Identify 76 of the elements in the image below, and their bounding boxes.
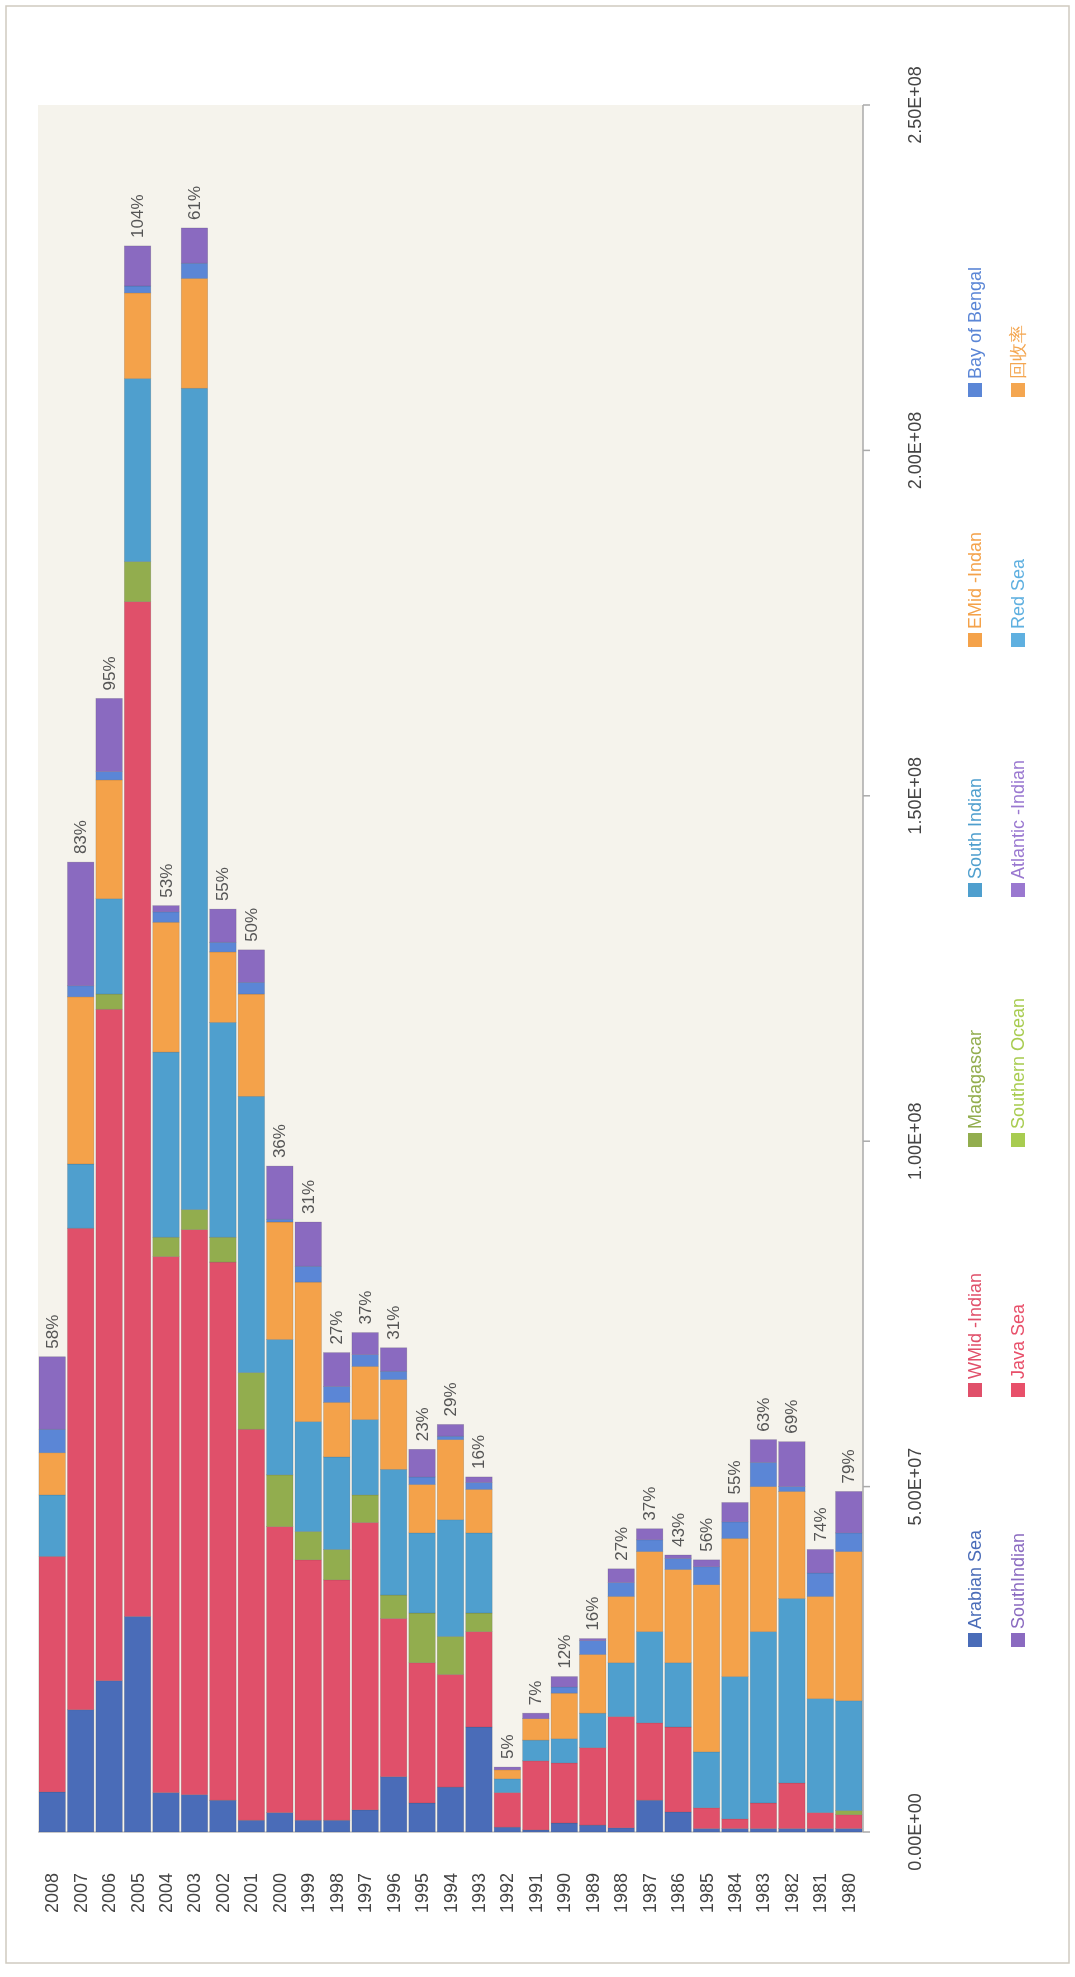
annotation: 61% <box>184 185 204 220</box>
x-tick-label: 1996 <box>383 1872 404 1914</box>
y-tick-label: 2.00E+08 <box>905 411 925 490</box>
annotation: 5% <box>497 1734 517 1760</box>
annotation: 12% <box>554 1634 574 1669</box>
x-tick-label: 1999 <box>298 1872 319 1914</box>
y-tick-label: 1.50E+08 <box>905 757 925 835</box>
x-tick-label: 1992 <box>497 1872 518 1914</box>
annotation: 83% <box>71 820 91 855</box>
y-tick-label: 5.00E+07 <box>905 1447 925 1526</box>
text: SouthIndian <box>1008 1532 1028 1629</box>
annotation: 69% <box>782 1399 802 1434</box>
x-tick-label: 2005 <box>127 1872 148 1914</box>
x-tick-label: 1987 <box>639 1872 660 1914</box>
annotation: 29% <box>441 1382 460 1417</box>
annotation: 37% <box>640 1486 660 1521</box>
annotation: 56% <box>697 1517 717 1552</box>
legend-label: Southern Ocean <box>1008 997 1028 1129</box>
x-tick-label: 1989 <box>582 1872 603 1914</box>
annotation: 27% <box>611 1526 631 1561</box>
x-tick-label: 1982 <box>781 1872 802 1914</box>
x-tick-label: 1985 <box>696 1872 717 1914</box>
annotation: 79% <box>839 1449 859 1484</box>
annotation: 53% <box>156 863 176 898</box>
x-tick-label: 2000 <box>269 1872 290 1914</box>
annotation: 23% <box>412 1407 432 1442</box>
x-tick-label: 1998 <box>326 1872 347 1914</box>
annotation: 31% <box>298 1179 318 1215</box>
text: EMid -Indan <box>965 531 985 629</box>
text: WMid -Indian <box>965 1272 985 1379</box>
annotation: 31% <box>384 1305 404 1340</box>
annotation: 43% <box>668 1512 688 1547</box>
annotation: 58% <box>42 1314 62 1349</box>
annotation: 74% <box>810 1507 830 1542</box>
x-tick-label: 2004 <box>156 1872 177 1914</box>
text: South Indian <box>965 777 985 879</box>
x-tick-label: 1991 <box>525 1872 546 1914</box>
x-tick-label: 1997 <box>355 1872 376 1914</box>
annotation: 63% <box>753 1397 773 1432</box>
annotation: 36% <box>270 1124 290 1159</box>
annotation: 95% <box>99 656 119 691</box>
annotation: 7% <box>526 1680 546 1706</box>
x-tick-label: 1984 <box>724 1872 745 1914</box>
x-tick-label: 2002 <box>212 1872 233 1914</box>
x-tick-label: 1981 <box>810 1872 831 1914</box>
y-tick-label: 1.00E+08 <box>905 1102 925 1180</box>
x-tick-label: 2008 <box>42 1872 63 1914</box>
text: Bay of Bengal <box>965 266 985 379</box>
x-tick-label: 1993 <box>468 1872 489 1914</box>
legend-label: Atlantic -Indian <box>1008 759 1028 879</box>
x-tick-label: 1983 <box>753 1872 774 1914</box>
annotation: 16% <box>469 1434 489 1469</box>
annotation: 55% <box>213 867 233 902</box>
annotation: 50% <box>241 907 261 942</box>
x-tick-label: 1995 <box>412 1872 433 1914</box>
x-tick-label: 2001 <box>241 1872 262 1914</box>
annotation: 37% <box>355 1290 375 1325</box>
annotation: 104% <box>128 194 148 238</box>
text: Madagascar <box>965 1029 985 1129</box>
text: Arabian Sea <box>965 1528 985 1629</box>
x-tick-label: 2007 <box>70 1872 91 1914</box>
x-tick-label: 2003 <box>184 1872 205 1914</box>
legend-label: Java Sea <box>1008 1302 1028 1379</box>
y-tick-label: 0.00E+00 <box>905 1793 925 1871</box>
y-tick-label: 2.50E+08 <box>905 66 925 144</box>
legend-label: 回收率 <box>1008 325 1028 379</box>
annotation: 55% <box>725 1460 745 1495</box>
x-tick-label: 1990 <box>554 1872 575 1914</box>
x-tick-label: 1980 <box>838 1872 859 1914</box>
annotation: 16% <box>583 1596 603 1631</box>
annotation: 27% <box>327 1310 347 1345</box>
x-tick-label: 1986 <box>668 1872 689 1914</box>
x-tick-label: 1988 <box>611 1872 632 1914</box>
legend-label: Red Sea <box>1008 557 1028 629</box>
x-tick-label: 1994 <box>440 1872 461 1914</box>
x-tick-label: 2006 <box>99 1872 120 1914</box>
